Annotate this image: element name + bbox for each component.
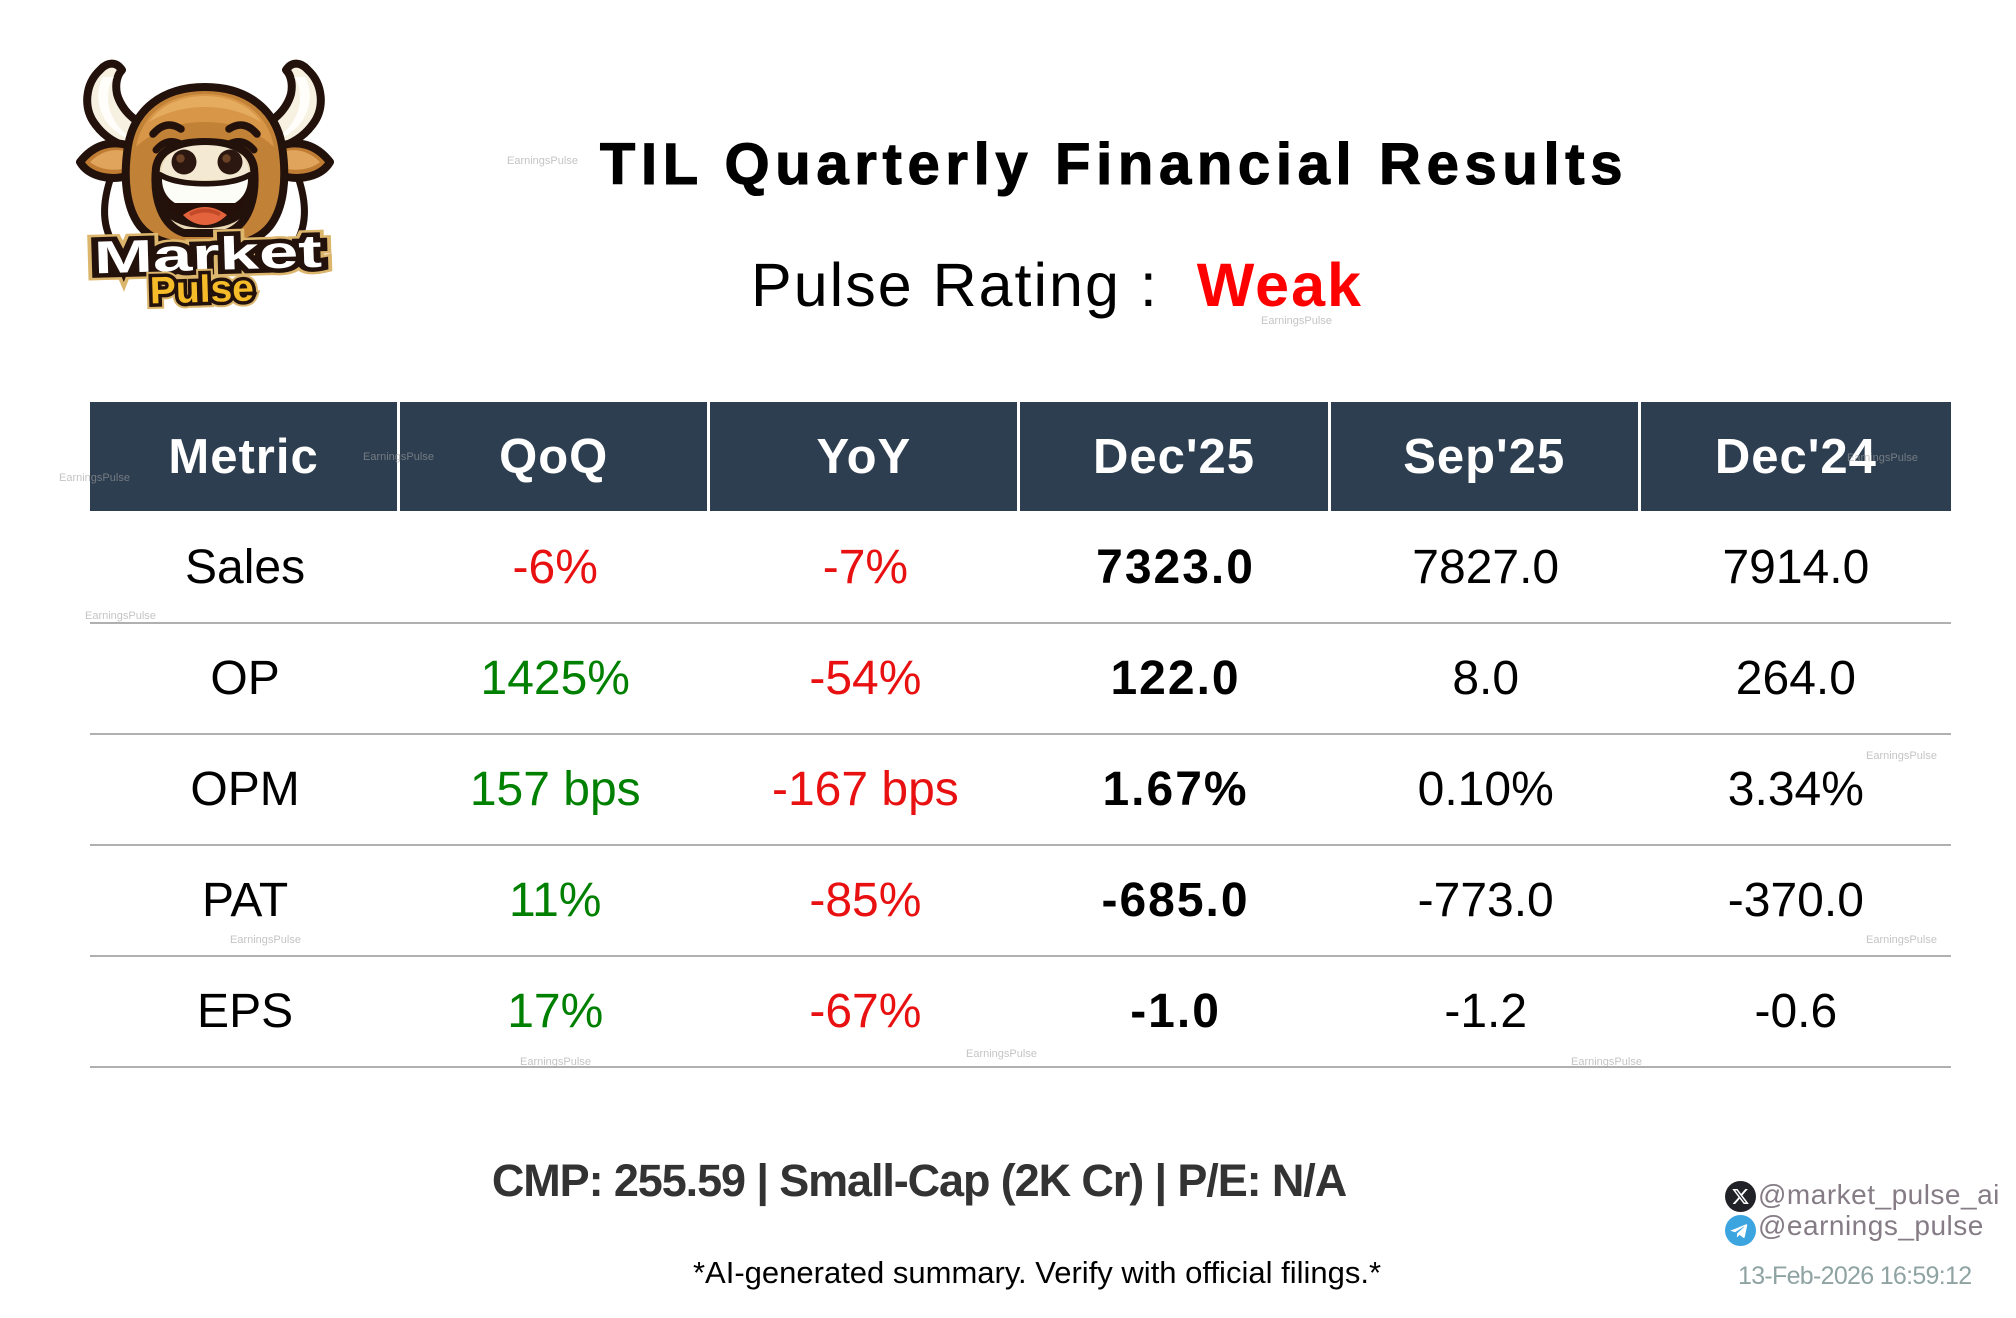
- svg-text:Market: Market: [93, 225, 322, 284]
- svg-text:Market: Market: [93, 225, 322, 284]
- svg-text:Pulse: Pulse: [149, 267, 254, 312]
- svg-text:Pulse: Pulse: [149, 267, 254, 312]
